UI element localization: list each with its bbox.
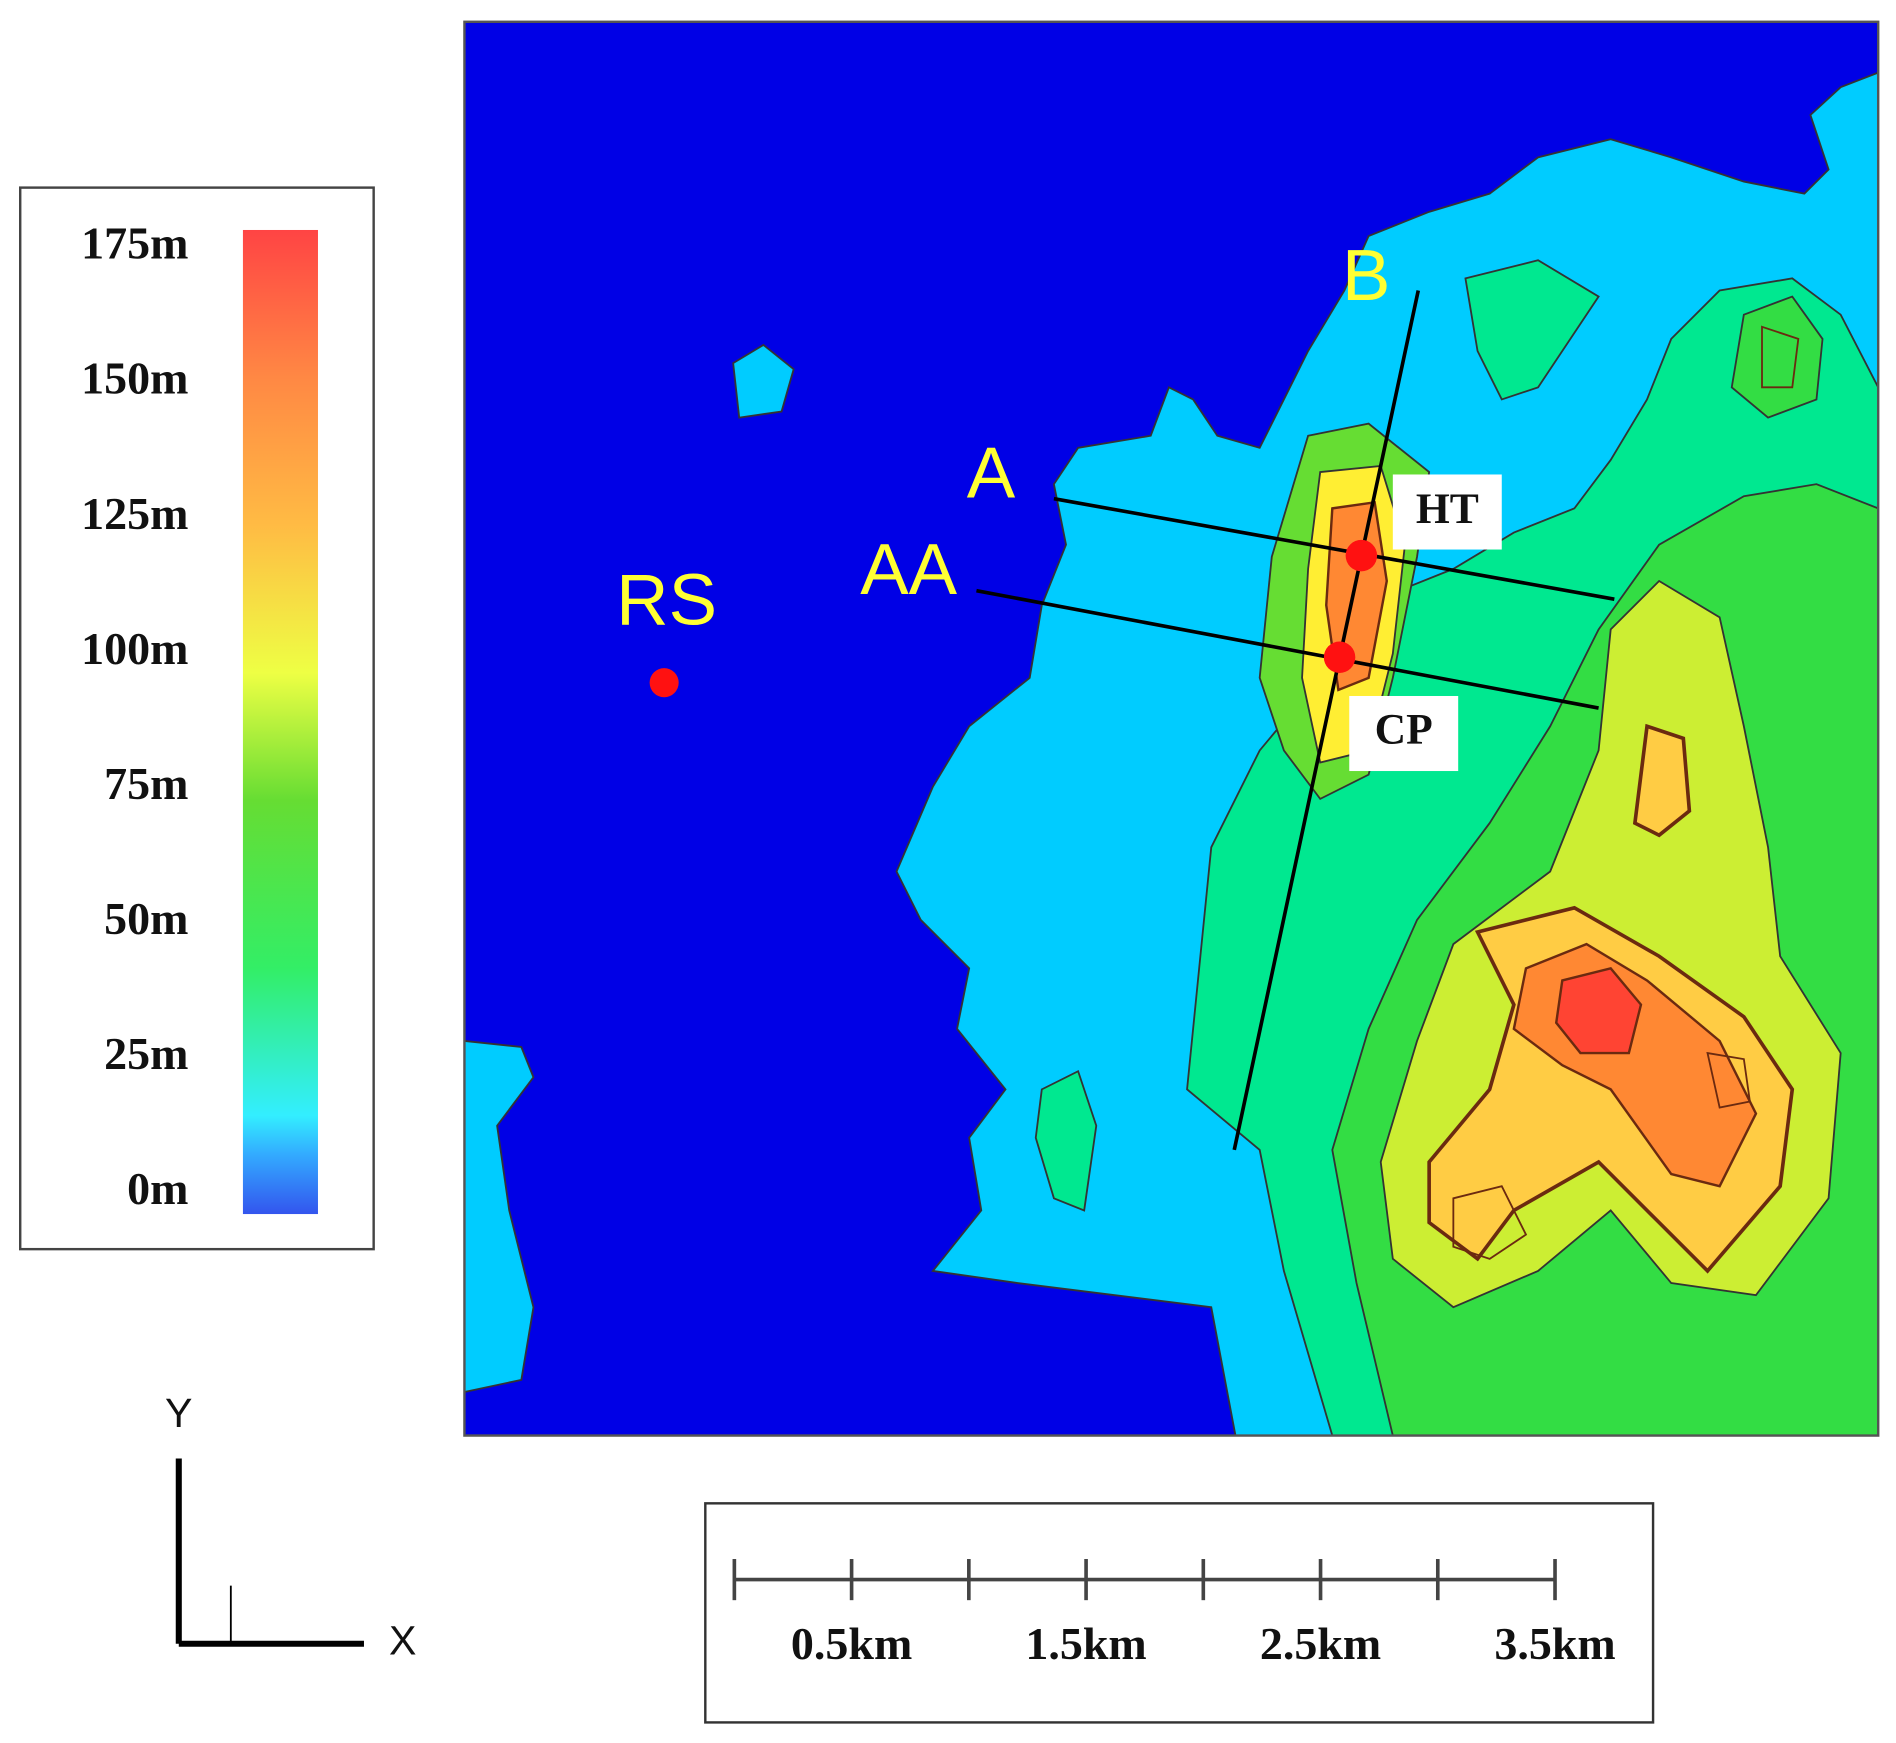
section-aa: [976, 588, 1599, 710]
map-label: RS: [616, 559, 717, 640]
map-frame: [463, 20, 1880, 1437]
contour: [1452, 325, 1800, 1260]
scale-label: 3.5km: [1494, 1618, 1615, 1669]
legend: 175m 150m 125m 100m 75m 50m 25m 0m: [19, 186, 375, 1251]
site-label: HT: [1416, 485, 1479, 533]
scale-box: [704, 1502, 1655, 1724]
axis-label: Y: [165, 1390, 192, 1436]
site-rs: [649, 668, 679, 698]
legend-label: 125m: [81, 488, 188, 539]
lowland: [1464, 259, 1600, 401]
axis-label: X: [389, 1618, 416, 1664]
axis-triad: Y X: [165, 1390, 416, 1664]
legend-label: 175m: [81, 218, 188, 269]
legend-label: 75m: [104, 758, 188, 809]
scale-label: 2.5km: [1260, 1618, 1381, 1669]
legend-box: [19, 186, 375, 1251]
site-cp: [1323, 641, 1356, 673]
map-label: AA: [860, 529, 957, 610]
map-label: B: [1342, 235, 1390, 316]
upland: [1730, 295, 1824, 419]
lowland: [1034, 1069, 1098, 1212]
shallow: [464, 1040, 535, 1393]
legend-label: 150m: [81, 353, 188, 404]
section-b: [1232, 290, 1421, 1151]
site-label: CP: [1375, 706, 1433, 754]
scale-bar: 0.5km 1.5km 2.5km 3.5km: [704, 1502, 1655, 1724]
label-box: [1349, 695, 1459, 772]
shallow: [732, 343, 795, 419]
map: B A AA RS HT CP: [464, 21, 1879, 1436]
legend-label: 100m: [81, 623, 188, 674]
scale-label: 0.5km: [791, 1618, 912, 1669]
label-box: [1392, 474, 1502, 550]
legend-label: 25m: [104, 1028, 188, 1079]
scale-label: 1.5km: [1025, 1618, 1146, 1669]
summit: [1554, 966, 1643, 1055]
site-ht: [1345, 539, 1378, 572]
section-a: [1053, 496, 1615, 601]
legend-label: 50m: [104, 893, 188, 944]
legend-label: 0m: [127, 1163, 188, 1214]
color-bar: [242, 229, 318, 1215]
map-label: A: [967, 432, 1016, 513]
